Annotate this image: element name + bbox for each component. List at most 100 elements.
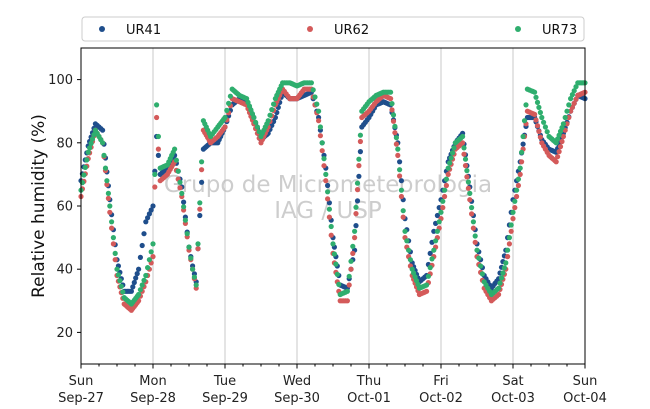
data-point	[109, 225, 115, 231]
legend-marker	[99, 26, 105, 32]
data-point	[109, 219, 115, 225]
data-point	[520, 141, 526, 147]
data-point	[474, 247, 480, 253]
data-point	[100, 140, 106, 146]
data-point	[557, 144, 564, 150]
data-point	[445, 171, 451, 177]
data-point	[222, 124, 228, 130]
x-tick-label-day: Mon	[139, 374, 166, 389]
data-point	[532, 89, 538, 95]
data-point	[431, 247, 437, 253]
data-point	[199, 159, 205, 165]
x-tick-label-date: Sep-29	[202, 391, 248, 406]
data-point	[465, 179, 471, 185]
data-point	[128, 288, 134, 294]
data-point	[429, 256, 435, 262]
data-point	[107, 209, 113, 215]
data-point	[564, 121, 570, 127]
data-point	[314, 101, 320, 107]
data-point	[356, 163, 362, 169]
data-point	[469, 211, 475, 217]
data-point	[323, 171, 329, 177]
data-point	[222, 114, 228, 121]
data-point	[503, 260, 509, 266]
data-point	[555, 154, 561, 160]
data-point	[134, 271, 140, 277]
data-point	[133, 275, 139, 281]
data-point	[150, 203, 156, 209]
data-point	[102, 165, 109, 171]
data-point	[152, 171, 158, 177]
legend-label: UR62	[334, 23, 369, 38]
data-point	[175, 168, 181, 174]
data-point	[571, 88, 577, 94]
data-point	[566, 114, 572, 121]
data-point	[536, 104, 542, 110]
data-point	[334, 271, 340, 277]
data-point	[392, 123, 398, 129]
x-tick-label-date: Sep-30	[274, 391, 320, 406]
data-point	[155, 152, 161, 158]
data-point	[393, 141, 399, 147]
data-point	[562, 114, 568, 121]
data-point	[328, 232, 334, 238]
data-point	[520, 133, 526, 140]
data-point	[512, 198, 518, 204]
data-point	[510, 216, 516, 222]
data-point	[573, 96, 579, 102]
data-point	[476, 255, 482, 261]
data-point	[84, 157, 90, 163]
data-point	[88, 140, 94, 146]
data-point	[155, 133, 161, 140]
data-point	[556, 149, 562, 155]
data-point	[130, 284, 136, 290]
data-point	[542, 124, 549, 130]
data-point	[312, 94, 318, 100]
data-point	[184, 231, 190, 237]
data-point	[497, 280, 503, 286]
data-point	[152, 184, 158, 190]
data-point	[397, 173, 403, 179]
data-point	[139, 282, 145, 288]
x-tick-label-date: Sep-27	[58, 391, 104, 406]
y-tick-label: 80	[56, 136, 73, 151]
data-point	[265, 118, 271, 124]
data-point	[434, 228, 440, 234]
x-tick-label-date: Oct-03	[491, 391, 535, 406]
data-point	[467, 190, 473, 196]
data-point	[539, 114, 545, 121]
data-point	[404, 238, 410, 244]
data-point	[348, 266, 354, 272]
data-point	[460, 133, 466, 140]
data-point	[505, 247, 511, 253]
data-point	[390, 118, 397, 124]
data-point	[464, 168, 470, 174]
data-point	[534, 123, 541, 129]
data-point	[537, 134, 544, 140]
data-point	[227, 93, 233, 99]
data-point	[326, 206, 332, 212]
x-tick-label-date: Sep-28	[130, 391, 176, 406]
data-point	[517, 165, 523, 171]
data-point	[508, 222, 514, 228]
data-point	[143, 219, 149, 225]
data-point	[136, 266, 142, 272]
data-point	[350, 250, 356, 256]
data-point	[150, 254, 156, 260]
data-point	[331, 251, 337, 257]
legend-marker	[515, 26, 521, 32]
data-point	[564, 108, 570, 114]
data-point	[440, 205, 446, 211]
data-point	[560, 121, 567, 127]
data-point	[560, 133, 567, 140]
legend-marker	[307, 26, 313, 32]
x-axis: Sun Sep-27 Mon Sep-28 Tue Sep-29 Wed Sep-30 Thu O…	[58, 364, 607, 406]
data-point	[510, 209, 516, 215]
data-point	[110, 235, 116, 241]
data-point	[112, 257, 118, 263]
data-point	[325, 182, 331, 189]
data-point	[326, 200, 332, 206]
data-point	[115, 272, 121, 278]
data-point	[104, 181, 110, 188]
data-point	[395, 152, 401, 158]
